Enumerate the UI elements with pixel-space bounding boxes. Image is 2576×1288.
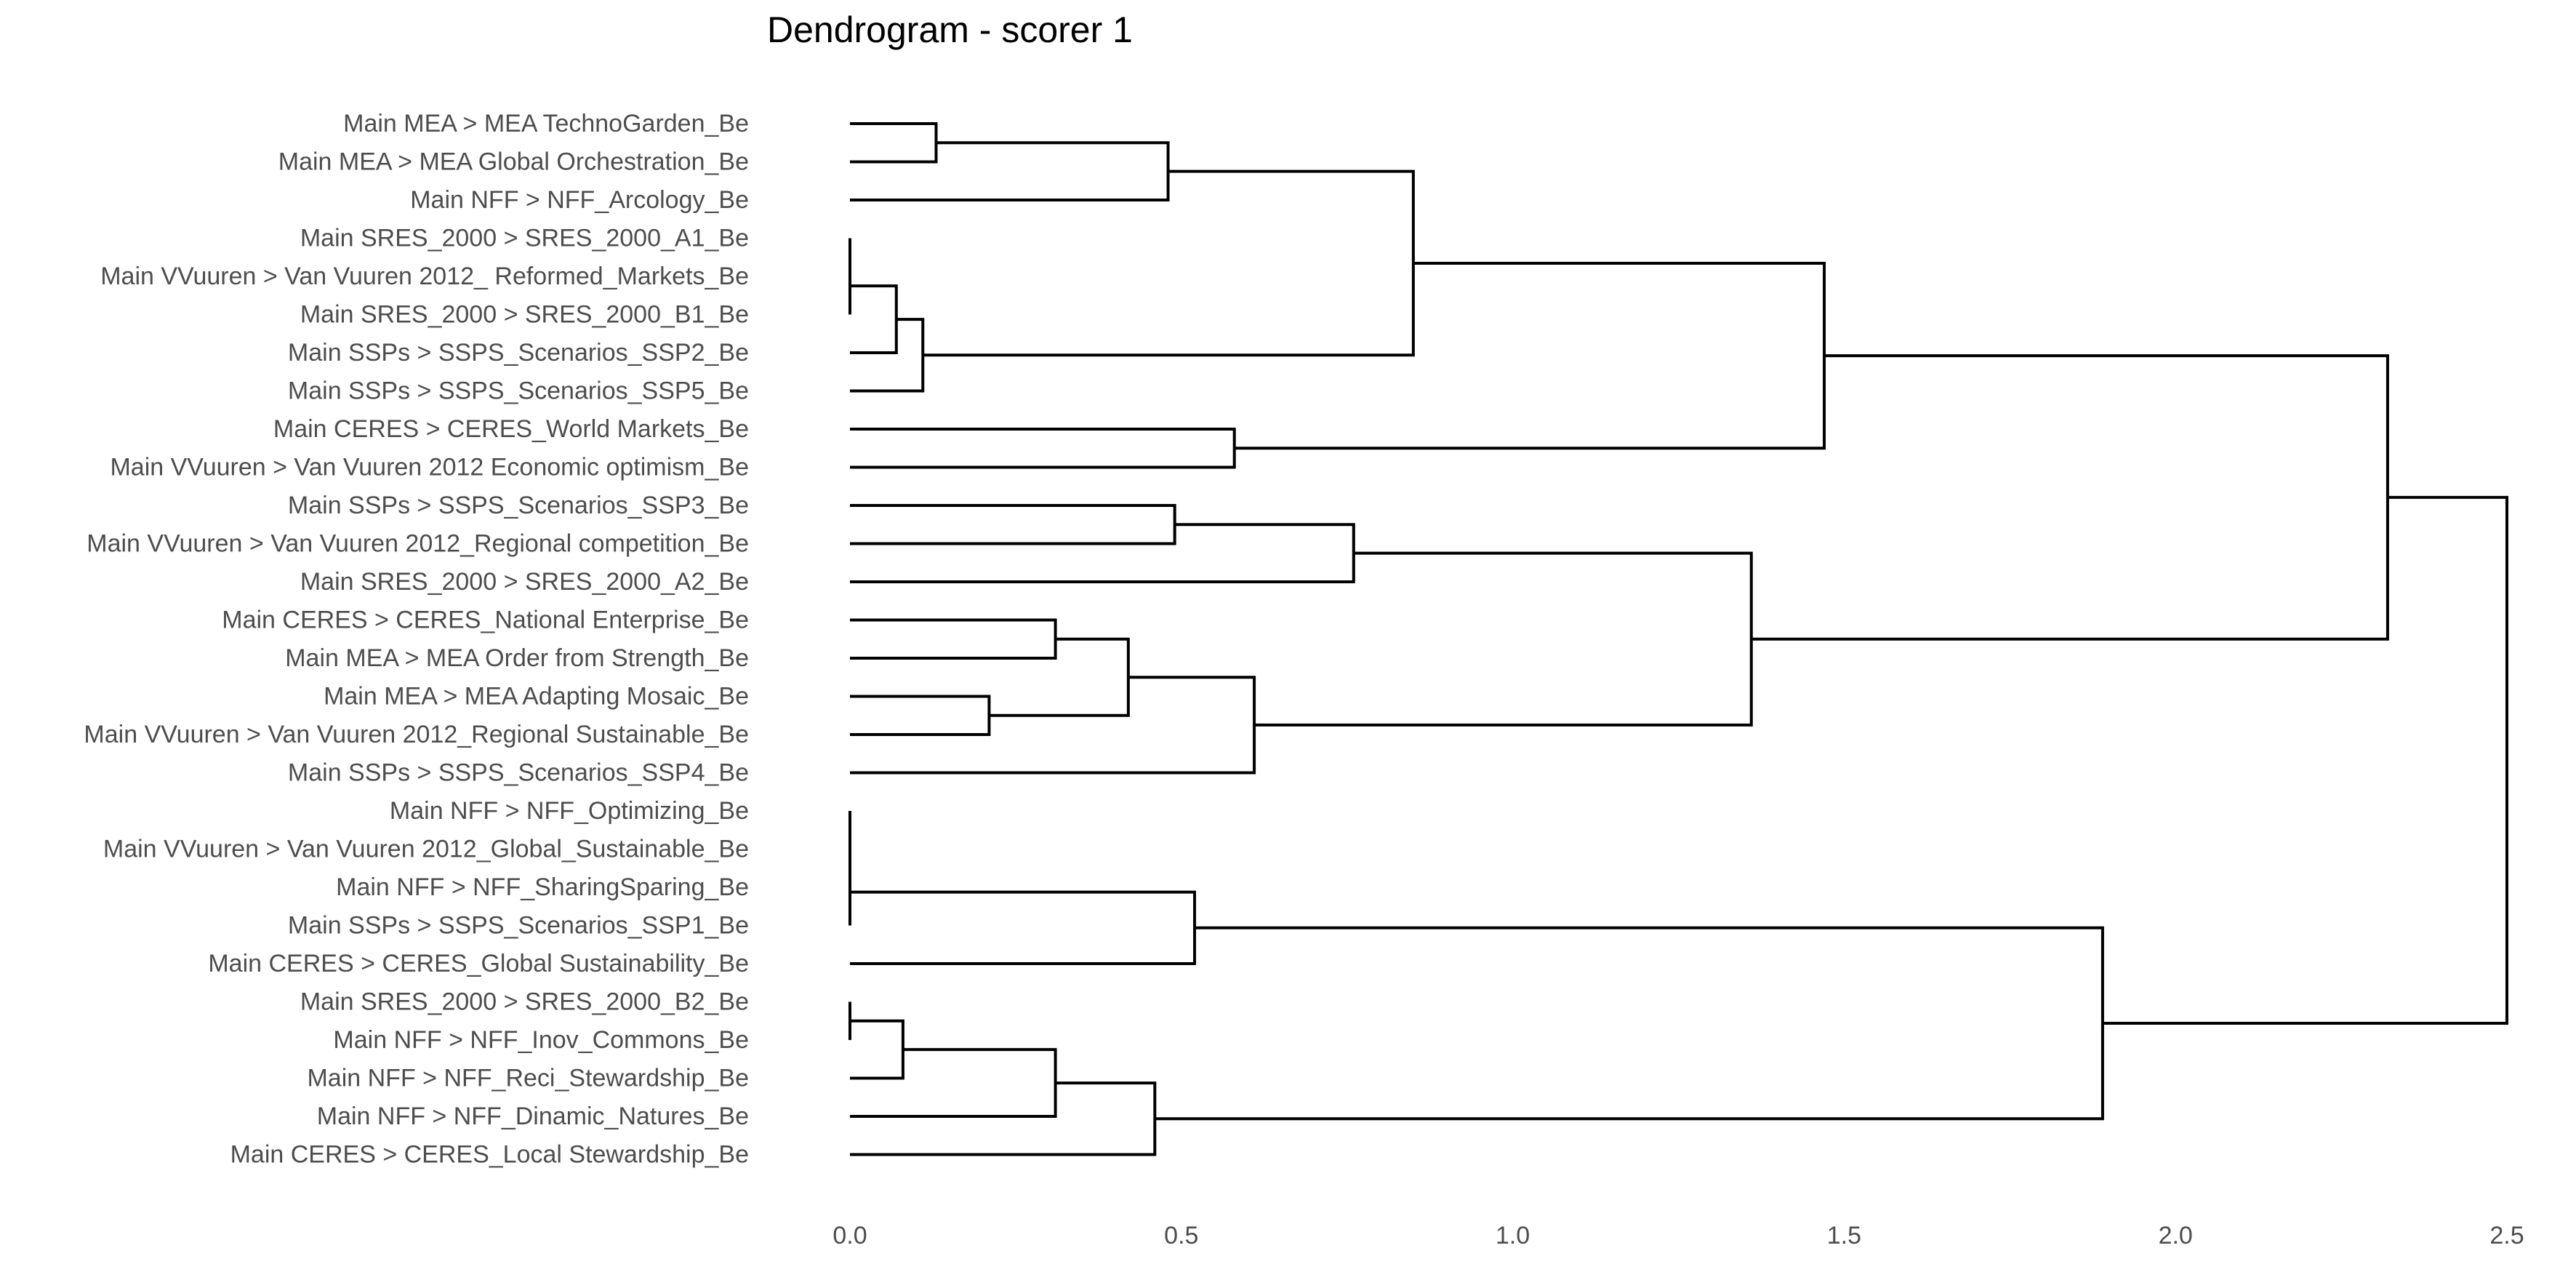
dendrogram-branch	[850, 1048, 1057, 1118]
dendrogram-branch	[850, 122, 938, 164]
leaf-label: Main SSPs > SSPS_Scenarios_SSP2_Be	[288, 339, 749, 367]
dendrogram-branch	[850, 523, 1355, 583]
x-tick-label: 1.5	[1827, 1222, 1861, 1249]
leaf-label: Main SRES_2000 > SRES_2000_B2_Be	[300, 988, 749, 1016]
dendrogram-branch	[850, 695, 991, 736]
x-tick-label: 0.0	[832, 1222, 867, 1249]
leaf-label: Main CERES > CERES_National Enterprise_B…	[222, 607, 749, 634]
dendrogram-branch	[850, 504, 1176, 545]
dendrogram-branch	[850, 318, 925, 393]
x-tick-label: 1.0	[1496, 1222, 1530, 1249]
leaf-label: Main SRES_2000 > SRES_2000_B1_Be	[300, 301, 749, 329]
leaf-label: Main SSPs > SSPS_Scenarios_SSP3_Be	[288, 492, 749, 519]
leaf-label: Main SSPs > SSPS_Scenarios_SSP1_Be	[288, 912, 749, 940]
dendrogram-branch	[850, 428, 1236, 469]
leaf-label: Main SSPs > SSPS_Scenarios_SSP4_Be	[288, 759, 749, 787]
dendrogram-branches	[848, 122, 2508, 1156]
dendrogram-branch	[850, 890, 1197, 965]
dendrogram-branch	[1254, 551, 1753, 727]
dendrogram-branch	[1234, 261, 1826, 450]
leaf-label: Main NFF > NFF_Arcology_Be	[410, 186, 749, 214]
dendrogram-branch	[1155, 926, 2104, 1121]
leaf-label: Main SSPs > SSPS_Scenarios_SSP5_Be	[288, 377, 749, 405]
x-tick-label: 2.5	[2489, 1222, 2524, 1249]
leaf-label: Main VVuuren > Van Vuuren 2012_ Reformed…	[100, 263, 749, 290]
dendrogram-branch	[1751, 354, 2389, 641]
dendrogram-branch	[850, 141, 1170, 201]
leaf-label: Main NFF > NFF_SharingSparing_Be	[336, 873, 749, 901]
dendrogram-branch	[850, 676, 1256, 775]
dendrogram-branch	[850, 1019, 904, 1080]
leaf-label: Main VVuuren > Van Vuuren 2012_Global_Su…	[103, 836, 749, 863]
dendrogram-branch	[850, 1081, 1157, 1156]
dendrogram-branch	[989, 637, 1130, 717]
chart-title: Dendrogram - scorer 1	[767, 9, 1133, 50]
dendrogram-branch	[2102, 495, 2508, 1025]
x-tick-label: 0.5	[1164, 1222, 1198, 1249]
leaf-label: Main NFF > NFF_Inov_Commons_Be	[333, 1026, 749, 1054]
leaf-label: Main MEA > MEA Adapting Mosaic_Be	[324, 683, 749, 711]
leaf-label: Main MEA > MEA Order from Strength_Be	[285, 644, 749, 672]
leaf-label: Main NFF > NFF_Reci_Stewardship_Be	[307, 1065, 749, 1092]
leaf-label: Main CERES > CERES_World Markets_Be	[273, 415, 749, 443]
leaf-label: Main MEA > MEA TechnoGarden_Be	[343, 110, 749, 137]
leaf-label: Main VVuuren > Van Vuuren 2012 Economic …	[110, 454, 749, 481]
leaf-label: Main MEA > MEA Global Orchestration_Be	[278, 148, 749, 176]
leaf-label: Main CERES > CERES_Local Stewardship_Be	[230, 1141, 749, 1169]
x-tick-label: 2.0	[2159, 1222, 2193, 1249]
leaf-label: Main SRES_2000 > SRES_2000_A2_Be	[300, 568, 749, 596]
leaf-label: Main VVuuren > Van Vuuren 2012_Regional …	[84, 721, 749, 748]
dendrogram-branch	[850, 284, 898, 354]
leaf-label: Main SRES_2000 > SRES_2000_A1_Be	[300, 225, 749, 252]
leaf-label: Main NFF > NFF_Optimizing_Be	[390, 797, 749, 825]
dendrogram-branch	[850, 618, 1057, 660]
leaf-label: Main CERES > CERES_Global Sustainability…	[208, 950, 749, 977]
leaf-labels: Main MEA > MEA TechnoGarden_Be Main MEA >…	[84, 110, 749, 1169]
leaf-label: Main NFF > NFF_Dinamic_Natures_Be	[317, 1103, 749, 1130]
leaf-label: Main VVuuren > Van Vuuren 2012_Regional …	[87, 530, 749, 558]
x-axis: 0.0 0.5 1.0 1.5 2.0 2.5	[832, 1222, 2524, 1249]
